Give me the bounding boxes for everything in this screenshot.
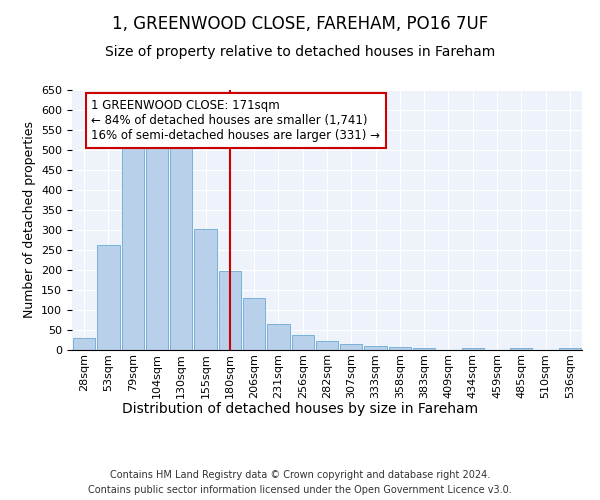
Bar	[364, 346, 387, 350]
Bar	[146, 146, 168, 350]
Text: Contains HM Land Registry data © Crown copyright and database right 2024.: Contains HM Land Registry data © Crown c…	[110, 470, 490, 480]
Text: Size of property relative to detached houses in Fareham: Size of property relative to detached ho…	[105, 45, 495, 59]
Bar	[243, 298, 265, 350]
Bar	[461, 348, 484, 350]
Bar	[97, 245, 119, 350]
Text: Distribution of detached houses by size in Fareham: Distribution of detached houses by size …	[122, 402, 478, 416]
Bar	[194, 229, 217, 350]
Bar	[340, 344, 362, 350]
Bar	[122, 146, 144, 350]
Bar	[218, 271, 241, 350]
Bar	[267, 324, 290, 350]
Bar	[413, 348, 436, 350]
Bar	[170, 147, 193, 350]
Bar	[389, 347, 411, 350]
Bar	[292, 335, 314, 350]
Bar	[510, 348, 532, 350]
Bar	[559, 348, 581, 350]
Text: 1 GREENWOOD CLOSE: 171sqm
← 84% of detached houses are smaller (1,741)
16% of se: 1 GREENWOOD CLOSE: 171sqm ← 84% of detac…	[91, 99, 380, 142]
Text: Contains public sector information licensed under the Open Government Licence v3: Contains public sector information licen…	[88, 485, 512, 495]
Bar	[316, 341, 338, 350]
Text: 1, GREENWOOD CLOSE, FAREHAM, PO16 7UF: 1, GREENWOOD CLOSE, FAREHAM, PO16 7UF	[112, 15, 488, 33]
Y-axis label: Number of detached properties: Number of detached properties	[23, 122, 35, 318]
Bar	[73, 338, 95, 350]
